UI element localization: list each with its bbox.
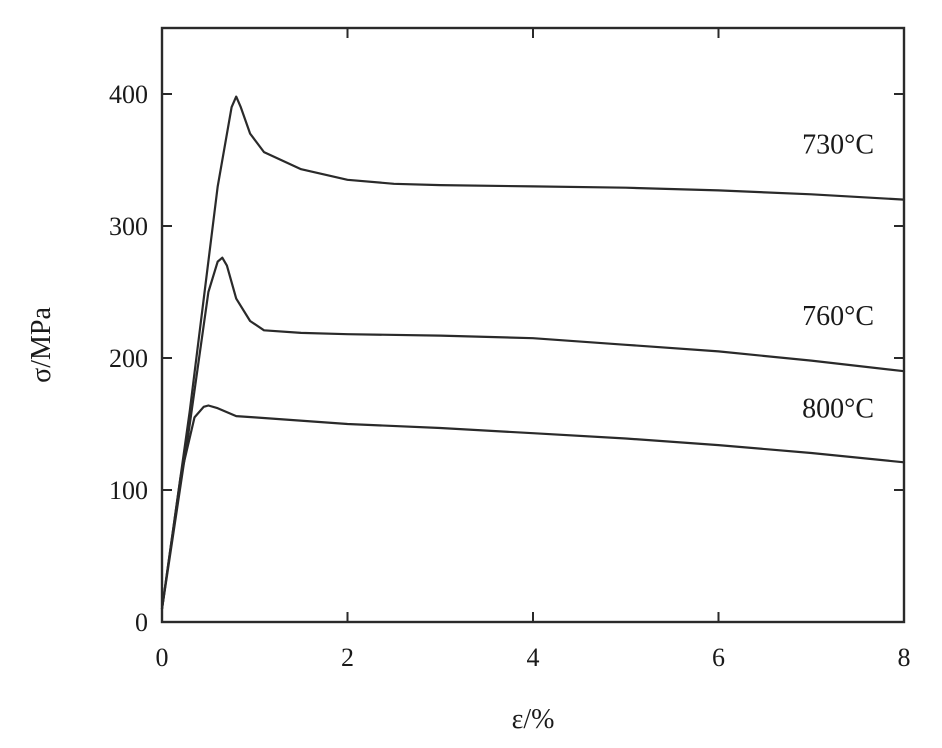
series-label-3: 800°C xyxy=(802,393,874,424)
y-tick-label: 200 xyxy=(109,344,148,373)
y-tick-label: 100 xyxy=(109,476,148,505)
axis-tick-labels: 0 2 4 6 8 0 100 200 300 400 xyxy=(109,80,911,672)
series-labels: 730°C 760°C 800°C xyxy=(802,130,874,425)
series-line-3 xyxy=(160,404,906,610)
axis-ticks xyxy=(161,28,905,623)
series-line-2 xyxy=(160,256,906,610)
x-tick-label: 0 xyxy=(156,643,169,672)
x-tick-label: 4 xyxy=(527,643,540,672)
series-label-1: 730°C xyxy=(802,130,874,161)
series-lines xyxy=(160,95,906,610)
series-line-1 xyxy=(160,95,906,610)
y-tick-label: 0 xyxy=(135,608,148,637)
y-tick-label: 400 xyxy=(109,80,148,109)
series-label-2: 760°C xyxy=(802,301,874,332)
y-axis-label: σ/MPa xyxy=(26,307,57,383)
x-tick-label: 6 xyxy=(712,643,725,672)
x-tick-label: 2 xyxy=(341,643,354,672)
x-tick-label: 8 xyxy=(898,643,911,672)
y-tick-label: 300 xyxy=(109,212,148,241)
x-axis-label: ε/% xyxy=(512,704,555,735)
plot-frame xyxy=(160,26,906,624)
